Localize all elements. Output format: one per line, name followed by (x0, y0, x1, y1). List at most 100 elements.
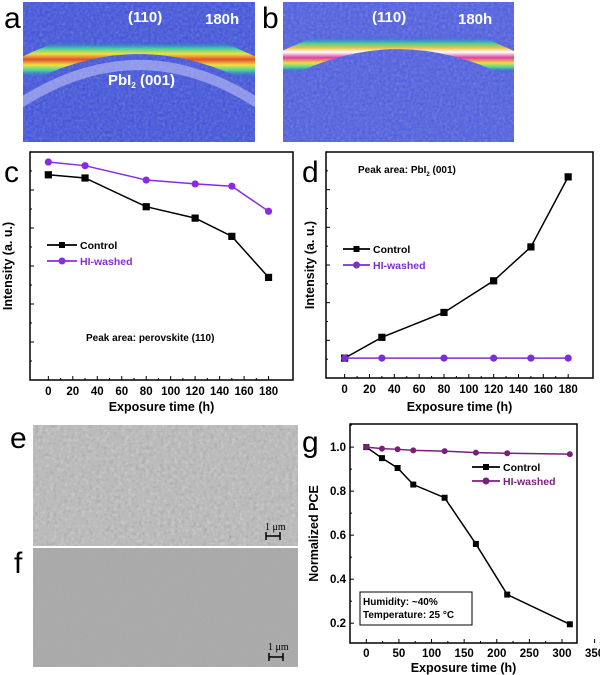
y-tick-label: 1.0 (330, 442, 346, 454)
legend-marker (58, 257, 66, 265)
x-tick-label: 100 (161, 386, 180, 398)
x-tick-label: 40 (388, 384, 401, 396)
panel-letter-e: e (10, 422, 27, 455)
series-hi-washed (363, 444, 573, 458)
plot-frame (349, 423, 578, 644)
data-point (191, 214, 199, 222)
legend-item-control: Control (47, 240, 117, 252)
time-label: 180h (205, 11, 239, 28)
peak-label-110: (110) (128, 9, 162, 26)
x-tick-label: 20 (66, 386, 79, 398)
data-point (264, 207, 273, 215)
chart-g: g 0 50 100 150 200 250 300 350 0.2 0.4 0.6 0.8 1.0 Exp… (302, 423, 600, 675)
panel-letter-c: c (4, 156, 19, 189)
x-tick-label: 0 (341, 384, 347, 396)
panel-a-xrd-image: a (110) 180h PbI2 (001) (4, 2, 255, 142)
scale-bar (268, 653, 284, 661)
series-control (44, 171, 273, 281)
x-tick-label: 300 (552, 648, 571, 660)
scale-bar-label: 1 μm (265, 522, 286, 533)
legend-marker (483, 464, 489, 470)
panel-f-sem-image: f 1 μm (14, 547, 298, 667)
panel-letter-d: d (302, 156, 319, 189)
x-tick-label: 140 (509, 384, 528, 396)
x-tick-label: 160 (534, 384, 553, 396)
data-point (440, 308, 448, 317)
x-tick-label: 60 (413, 384, 426, 396)
annotation-line: Humidity: ~40% (363, 597, 438, 608)
y-tick-label: 0.6 (330, 530, 346, 542)
legend-item-control: Control (343, 244, 410, 256)
panel-letter-a: a (4, 2, 21, 35)
x-tick-label: 180 (259, 386, 278, 398)
data-point (504, 450, 511, 457)
x-axis-title: Exposure time (h) (109, 400, 215, 414)
data-point (394, 446, 401, 453)
x-tick-label: 120 (186, 386, 205, 398)
data-point (264, 273, 273, 281)
series-control (363, 444, 573, 628)
legend-marker (353, 246, 360, 252)
data-point (410, 447, 417, 454)
x-tick-label: 80 (140, 386, 153, 398)
legend-marker (482, 477, 490, 485)
x-tick-label: 180 (559, 384, 578, 396)
series-line (344, 176, 569, 359)
x-tick-label: 160 (234, 386, 253, 398)
data-point (44, 158, 52, 166)
y-tick-label: 0.8 (330, 486, 347, 498)
legend-label: HI-washed (503, 476, 556, 488)
panel-e-sem-image: e 1 μm (10, 422, 298, 546)
data-point (228, 182, 236, 190)
time-label: 180h (458, 11, 492, 28)
legend-item-control: Control (472, 462, 540, 474)
panel-letter-b: b (262, 2, 279, 35)
data-point (378, 455, 385, 462)
data-point (504, 591, 511, 598)
legend-label: HI-washed (80, 256, 133, 268)
data-point (440, 354, 448, 362)
data-point (394, 465, 401, 472)
data-point (527, 354, 535, 362)
data-point (44, 171, 52, 179)
data-point (191, 180, 199, 188)
chart-d: d 0 20 40 60 80 100 120 140 160 180 Exposure time (… (302, 151, 594, 414)
data-point (142, 203, 150, 211)
data-point (228, 232, 236, 240)
x-tick-label: 60 (115, 386, 128, 398)
legend-label: Control (373, 244, 410, 256)
legend-item-hi-washed: HI-washed (343, 260, 426, 272)
scale-bar-label: 1 μm (268, 642, 289, 653)
x-tick-label: 40 (91, 386, 104, 398)
x-tick-label: 250 (520, 648, 539, 660)
x-tick-label: 0 (363, 648, 369, 660)
annotation-line: Temperature: 25 °C (363, 610, 454, 621)
x-tick-label: 80 (438, 384, 451, 396)
x-tick-label: 140 (210, 386, 229, 398)
data-point (410, 481, 417, 488)
y-tick-label: 0.4 (330, 574, 347, 586)
panel-letter-g: g (302, 426, 319, 459)
legend-label: HI-washed (373, 260, 426, 272)
legend-item-hi-washed: HI-washed (472, 476, 556, 488)
data-point (81, 174, 89, 182)
panel-letter-f: f (14, 547, 23, 580)
data-point (81, 162, 89, 170)
chart-c: c 0 20 40 60 80 100 120 140 160 180 Exposure time (… (1, 151, 294, 414)
series-hi-washed (44, 158, 273, 215)
pbi2-label: PbI2 (001) (108, 72, 175, 90)
legend-label: Control (80, 240, 117, 252)
annotation-box (359, 591, 473, 626)
series-hi-washed (341, 354, 572, 362)
data-point (564, 354, 572, 362)
x-tick-label: 100 (422, 648, 441, 660)
peak-label-110: (110) (372, 9, 406, 26)
data-point (341, 354, 349, 362)
x-tick-label: 20 (363, 384, 376, 396)
x-tick-label: 50 (393, 648, 406, 660)
scale-bar (265, 532, 281, 540)
y-axis-title: Normalized PCE (307, 485, 321, 582)
data-point (490, 354, 498, 362)
x-tick-label: 200 (487, 648, 506, 660)
